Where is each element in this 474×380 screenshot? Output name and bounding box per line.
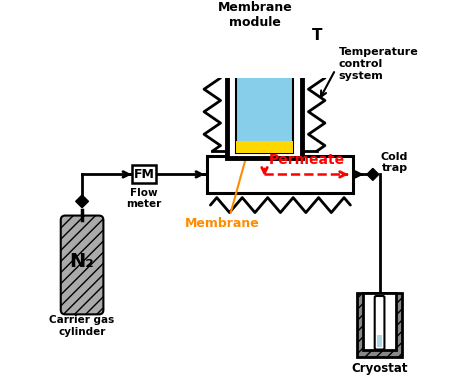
Text: Permeate: Permeate bbox=[269, 153, 345, 167]
FancyBboxPatch shape bbox=[375, 296, 384, 350]
Text: Cryostat: Cryostat bbox=[351, 362, 408, 375]
Bar bbox=[208, 156, 354, 193]
Bar bbox=[357, 293, 402, 357]
Bar bbox=[236, 61, 293, 154]
Bar bbox=[357, 293, 402, 357]
Text: Carrier gas
cylinder: Carrier gas cylinder bbox=[49, 315, 115, 337]
Text: Flow
meter: Flow meter bbox=[126, 188, 162, 209]
Text: Cold
trap: Cold trap bbox=[381, 152, 408, 173]
Bar bbox=[236, 141, 293, 154]
Bar bbox=[364, 293, 396, 350]
Bar bbox=[377, 335, 382, 347]
Text: FM: FM bbox=[133, 168, 154, 181]
Text: Membrane
module: Membrane module bbox=[218, 2, 292, 29]
Text: N₂: N₂ bbox=[70, 252, 94, 271]
Text: T: T bbox=[311, 28, 322, 43]
Text: Temperature
control
system: Temperature control system bbox=[338, 48, 418, 81]
FancyBboxPatch shape bbox=[61, 215, 103, 314]
Polygon shape bbox=[76, 195, 89, 208]
Text: Membrane: Membrane bbox=[185, 217, 260, 230]
Text: Feed: Feed bbox=[242, 86, 287, 104]
Bar bbox=[132, 165, 156, 184]
Circle shape bbox=[304, 24, 329, 48]
Bar bbox=[227, 55, 302, 158]
Polygon shape bbox=[367, 168, 379, 180]
